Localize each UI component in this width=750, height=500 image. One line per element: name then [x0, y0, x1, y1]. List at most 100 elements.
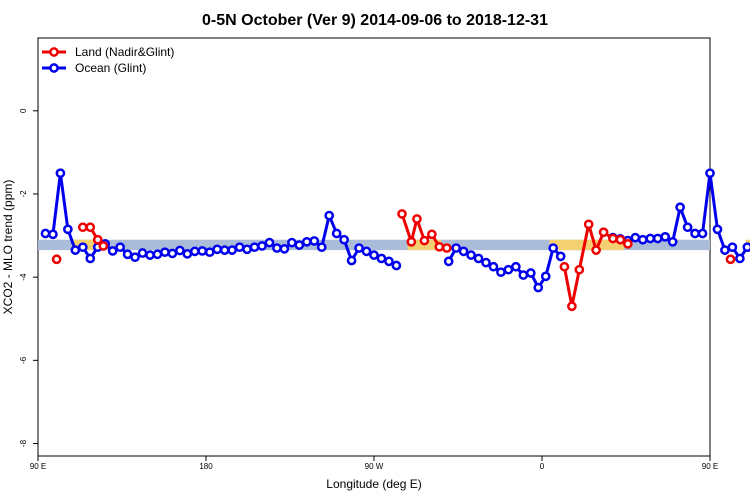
data-point	[77, 242, 88, 253]
data-point	[473, 253, 484, 264]
data-point	[48, 229, 58, 240]
series-ocean-glint	[40, 168, 750, 293]
data-point	[567, 301, 577, 312]
data-point	[591, 245, 601, 255]
data-point	[412, 214, 422, 224]
data-point	[316, 242, 327, 253]
y-tick-label: 0	[19, 108, 28, 113]
data-point	[488, 261, 499, 272]
data-point	[346, 255, 357, 266]
data-point	[608, 233, 618, 244]
data-point	[735, 253, 745, 264]
data-point	[175, 245, 185, 256]
data-point	[152, 249, 163, 260]
data-point	[182, 249, 193, 259]
data-point	[249, 242, 260, 253]
data-point	[427, 229, 437, 240]
legend-label: Land (Nadir&Glint)	[75, 45, 174, 59]
data-point	[331, 228, 342, 239]
data-point	[376, 253, 387, 264]
y-tick-label: -6	[19, 356, 28, 364]
data-point	[391, 260, 402, 271]
data-point	[727, 242, 738, 253]
data-point	[92, 234, 103, 245]
data-point	[301, 236, 312, 247]
data-point	[189, 246, 200, 257]
data-point	[511, 261, 521, 272]
data-point	[264, 237, 275, 248]
data-point	[70, 245, 81, 255]
data-point	[122, 249, 133, 260]
data-point	[434, 241, 445, 252]
band-highlight	[549, 239, 625, 251]
y-tick-label: -4	[19, 273, 28, 281]
data-point	[115, 242, 125, 253]
data-point	[540, 271, 551, 282]
data-point	[458, 246, 469, 257]
data-point	[160, 247, 170, 258]
data-point	[324, 210, 335, 221]
data-point	[361, 246, 372, 257]
data-point	[574, 264, 585, 275]
data-point	[419, 235, 430, 246]
data-point	[548, 243, 559, 253]
x-axis-label: Longitude (deg E)	[326, 477, 421, 491]
data-point	[720, 245, 730, 255]
x-axis: 90 E 180 90 W 0 90 E	[30, 456, 718, 471]
chart-title: 0-5N October (Ver 9) 2014-09-06 to 2018-…	[202, 12, 548, 29]
legend: Land (Nadir&Glint) Ocean (Glint)	[42, 45, 174, 75]
data-point	[167, 248, 178, 259]
series-layer	[40, 168, 750, 312]
x-tick-label: 90 E	[30, 462, 46, 471]
data-point	[354, 243, 364, 253]
data-point	[660, 231, 671, 242]
x-tick-label: 0	[540, 462, 545, 471]
data-point	[615, 234, 626, 245]
data-point	[583, 219, 594, 230]
y-tick-label: -2	[19, 190, 28, 198]
plot-area	[37, 37, 750, 457]
data-point	[559, 261, 570, 272]
data-point	[637, 234, 648, 245]
data-point	[451, 243, 461, 253]
data-point	[623, 239, 633, 249]
data-point	[107, 246, 118, 256]
data-point	[234, 242, 245, 253]
data-point	[98, 241, 109, 251]
data-point	[630, 232, 641, 243]
data-point	[77, 222, 88, 233]
data-point	[130, 252, 140, 263]
series-land-nadir-glint	[51, 209, 736, 312]
data-point	[197, 246, 208, 256]
data-point	[294, 240, 305, 250]
data-point	[257, 241, 267, 251]
data-point	[742, 242, 750, 253]
data-point	[204, 247, 215, 258]
data-point	[242, 244, 252, 255]
data-point	[219, 245, 230, 255]
data-point	[705, 168, 715, 179]
data-point	[652, 233, 663, 244]
data-point	[496, 267, 506, 278]
data-point	[443, 256, 454, 267]
data-point	[441, 243, 452, 253]
data-point	[85, 222, 96, 233]
data-point	[712, 224, 723, 235]
data-point	[55, 168, 66, 179]
data-point	[287, 237, 297, 248]
data-point	[137, 248, 148, 258]
data-point	[145, 250, 155, 260]
data-point	[339, 234, 349, 245]
legend-marker	[49, 47, 59, 57]
x-tick-label: 90 E	[702, 462, 718, 471]
data-point	[309, 236, 320, 246]
data-point	[406, 236, 417, 247]
legend-item-ocean-glint: Ocean (Glint)	[42, 61, 146, 75]
data-point	[503, 264, 514, 275]
data-point	[555, 251, 566, 262]
data-point	[85, 253, 96, 264]
data-point	[272, 243, 282, 253]
y-axis-label: XCO2 - MLO trend (ppm)	[1, 180, 15, 315]
data-point	[645, 233, 656, 244]
